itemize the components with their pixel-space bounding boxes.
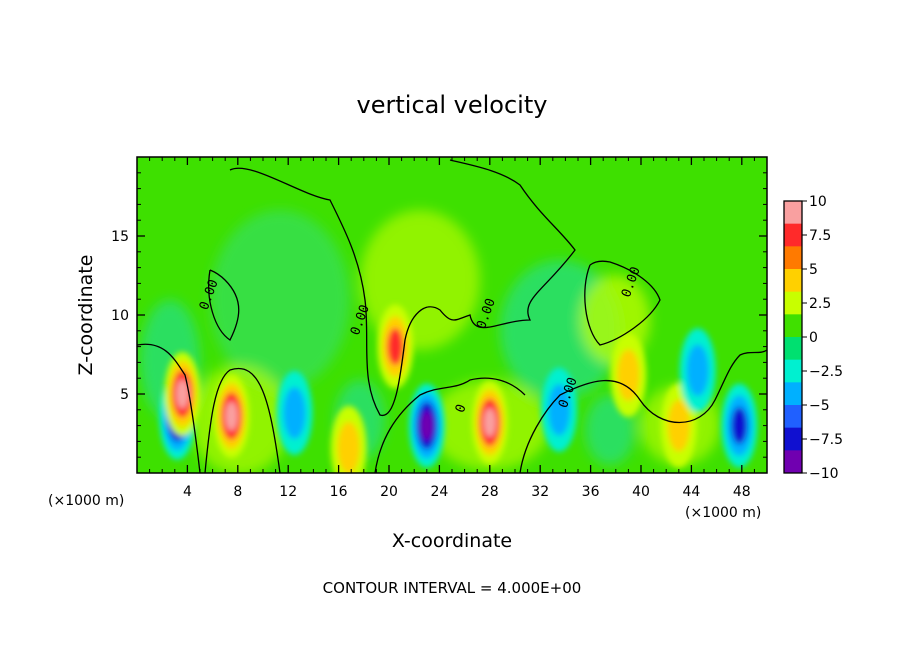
colorbar-tick-label: 2.5	[809, 296, 831, 312]
colorbar-tick-label: 0	[809, 330, 818, 346]
x-tick-label: 48	[733, 484, 751, 500]
contour-left-top	[208, 269, 240, 341]
colorbar: 10 7.5 5 2.5 0 −2.5 −5 −7.5 −10	[783, 194, 843, 482]
velocity-cell-level	[731, 406, 748, 445]
colorbar-segment	[784, 382, 802, 406]
contour-center-low	[374, 377, 526, 473]
velocity-cell-level	[483, 407, 497, 438]
colorbar-tick-label: −2.5	[809, 364, 843, 380]
velocity-cell-level	[387, 327, 404, 366]
x-tick-label: 28	[481, 484, 499, 500]
velocity-cell	[276, 370, 313, 455]
velocity-cell	[330, 405, 367, 473]
velocity-cell-level	[548, 383, 571, 436]
colorbar-segment	[784, 223, 802, 247]
y-tick-label: 15	[111, 229, 129, 245]
velocity-cell-level	[337, 421, 360, 473]
y-tick-label: 5	[120, 387, 129, 403]
velocity-cell-level	[617, 349, 640, 401]
velocity-cell	[213, 374, 250, 459]
field-band-yellow2	[360, 210, 480, 350]
velocity-field: 0.000.00 0.000.000.000	[137, 157, 767, 473]
velocity-cell	[541, 367, 578, 452]
velocity-cell	[679, 328, 716, 413]
velocity-cell	[721, 383, 758, 468]
x-tick-label: 12	[279, 484, 297, 500]
contour-right-low	[519, 349, 767, 473]
contour-lines	[137, 159, 767, 473]
velocity-cell	[164, 352, 201, 436]
colorbar-tick-label: −10	[809, 466, 839, 482]
colorbar-segment	[784, 337, 802, 361]
x-unit-label-left: (×1000 m)	[48, 493, 124, 509]
x-unit-label-right: (×1000 m)	[685, 505, 761, 521]
colorbar-tick-label: 5	[809, 262, 818, 278]
contour-top	[229, 159, 576, 416]
colorbar-segment	[784, 450, 802, 474]
colorbar-tick-label: −7.5	[809, 432, 843, 448]
x-tick-label: 4	[183, 484, 192, 500]
velocity-cell-level	[420, 410, 434, 441]
field-band-upper	[210, 210, 350, 390]
colorbar-tick-label: −5	[809, 398, 830, 414]
velocity-cell	[408, 383, 445, 468]
velocity-cell	[377, 304, 414, 389]
velocity-cell	[610, 333, 647, 418]
velocity-cell-level	[283, 387, 306, 439]
x-tick-label: 40	[632, 484, 650, 500]
velocity-cell-level	[225, 401, 238, 431]
contour-interval-note: CONTOUR INTERVAL = 4.000E+00	[323, 579, 582, 597]
contour-left-low	[137, 343, 201, 473]
velocity-cell-level	[176, 379, 189, 409]
colorbar-segment	[784, 427, 802, 451]
x-axis-label: X-coordinate	[392, 530, 512, 552]
velocity-cell	[471, 380, 508, 465]
colorbar-segment	[784, 359, 802, 383]
velocity-cell-level	[686, 344, 709, 397]
velocity-cell-level	[667, 399, 690, 452]
x-tick-label: 36	[582, 484, 600, 500]
colorbar-tick-label: 7.5	[809, 228, 831, 244]
x-tick-label: 16	[330, 484, 348, 500]
chart-title: vertical velocity	[357, 91, 548, 119]
colorbar-segment	[784, 291, 802, 315]
contour-mid-low	[204, 367, 281, 473]
x-tick-label: 20	[380, 484, 398, 500]
x-tick-label: 44	[682, 484, 700, 500]
colorbar-segment	[784, 201, 802, 225]
colorbar-segment	[784, 314, 802, 338]
x-tick-label: 32	[531, 484, 549, 500]
y-tick-label: 10	[111, 308, 129, 324]
x-tick-label: 8	[233, 484, 242, 500]
colorbar-segment	[784, 246, 802, 270]
colorbar-tick-label: 10	[809, 194, 827, 210]
contour-right-top	[584, 260, 661, 346]
x-tick-label: 24	[430, 484, 448, 500]
colorbar-segment	[784, 269, 802, 293]
colorbar-segment	[784, 405, 802, 429]
y-axis-label: Z-coordinate	[75, 255, 97, 376]
